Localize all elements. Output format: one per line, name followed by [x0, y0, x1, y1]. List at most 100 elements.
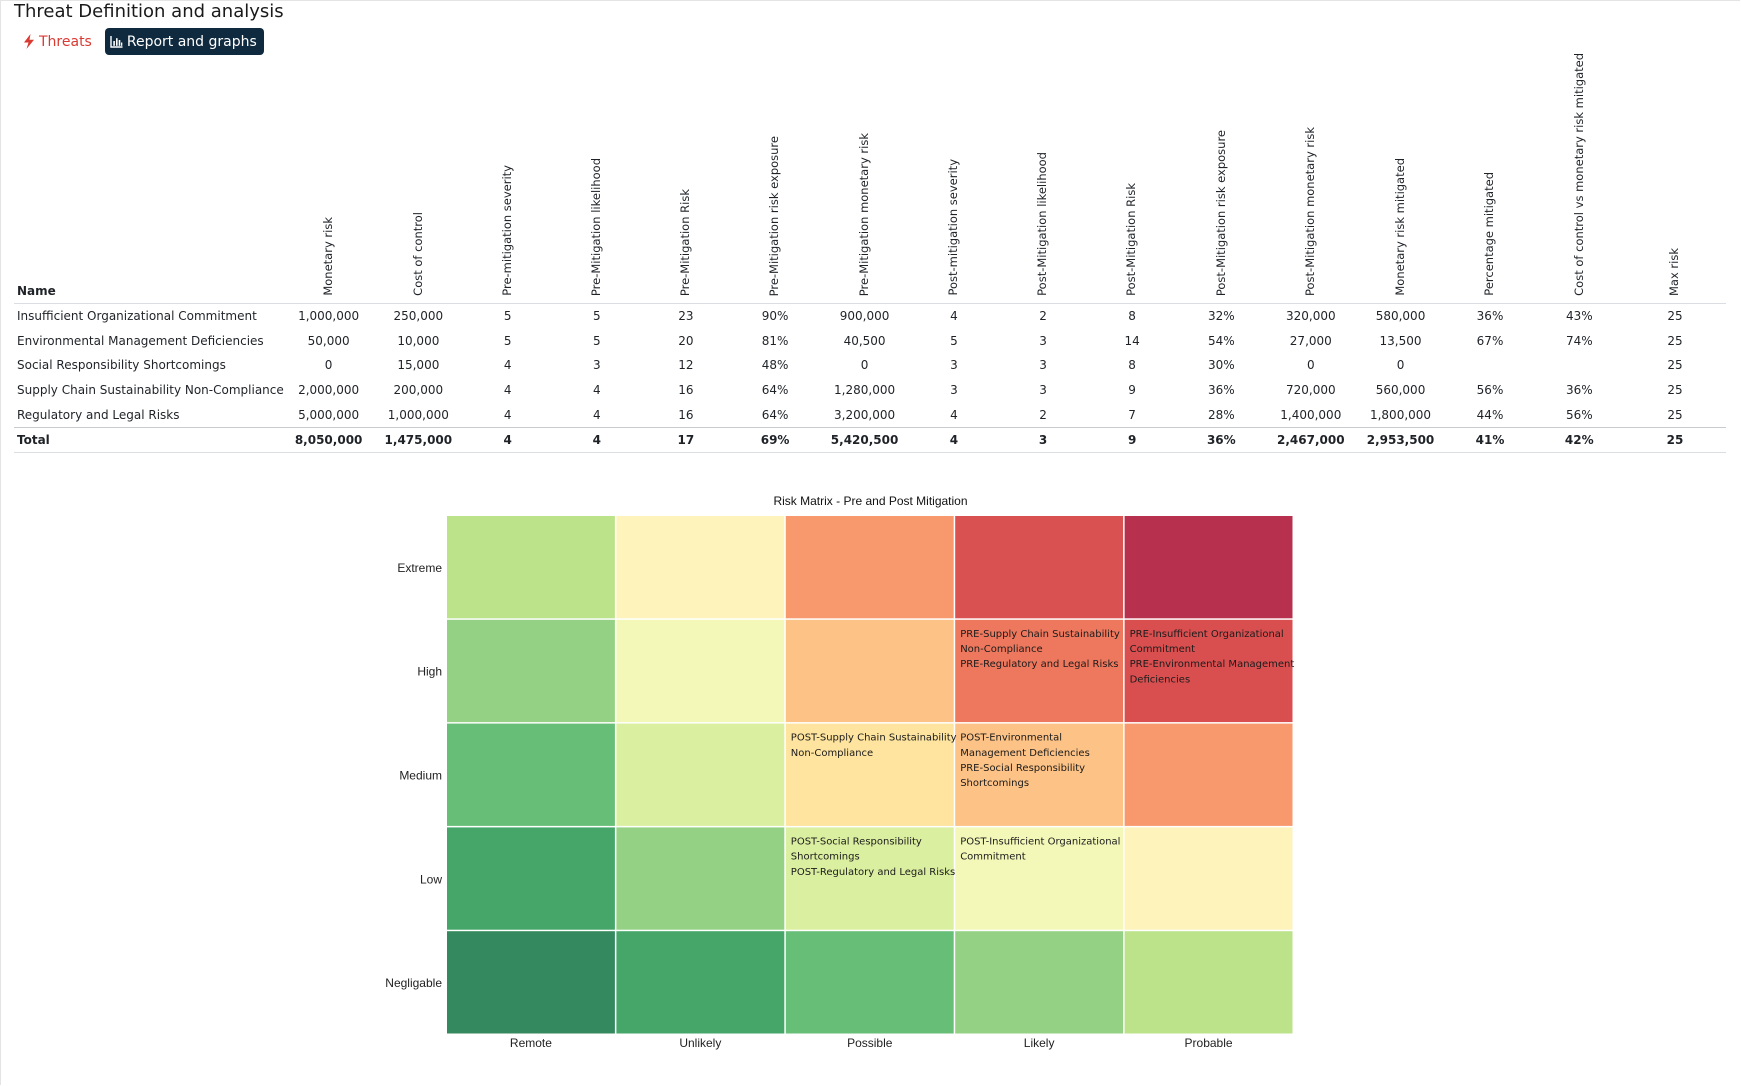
matrix-cell[interactable] [1124, 516, 1293, 619]
x-tick-label: Likely [1024, 1036, 1055, 1050]
page-title: Threat Definition and analysis [14, 1, 284, 22]
matrix-cell[interactable] [1124, 931, 1293, 1034]
table-cell: 3 [592, 358, 601, 373]
matrix-cell[interactable] [955, 827, 1124, 930]
table-cell: 2,467,000 [1277, 432, 1345, 447]
table-cell: 0 [860, 358, 869, 373]
table-cell-name: Insufficient Organizational Commitment [17, 309, 257, 324]
matrix-cell[interactable] [447, 723, 615, 826]
table-cell-name: Regulatory and Legal Risks [17, 407, 180, 422]
matrix-cell[interactable] [616, 723, 785, 826]
table-row[interactable]: Environmental Management Deficiencies 50,… [14, 329, 1726, 354]
table-cell: 1,000,000 [298, 309, 360, 324]
matrix-cell[interactable] [955, 619, 1124, 723]
matrix-annotation-line: POST-Insufficient Organizational [960, 836, 1120, 847]
matrix-cell[interactable] [785, 516, 954, 619]
table-cell: 16 [678, 383, 694, 398]
x-tick-label: Possible [847, 1036, 893, 1050]
matrix-annotation-line: Commitment [960, 852, 1026, 863]
matrix-cell[interactable] [955, 723, 1124, 826]
matrix-annotation-line: Non-Compliance [791, 748, 873, 759]
table-cell: 560,000 [1375, 383, 1426, 398]
matrix-cell[interactable] [1124, 723, 1293, 826]
bar-chart-icon [110, 35, 123, 48]
table-cell: 4 [949, 432, 959, 447]
table-cell: 42% [1564, 432, 1594, 447]
table-cell: 30% [1207, 358, 1235, 373]
table-cell: 90% [761, 309, 789, 324]
matrix-cell[interactable] [1124, 619, 1293, 723]
table-total-row[interactable]: Total 8,050,000 1,475,000 4 4 17 69% 5,420,500 4… [14, 427, 1726, 453]
table-cell: 27,000 [1289, 333, 1332, 348]
table-cell: 67% [1476, 333, 1504, 348]
threat-table: Name Monetary risk Cost of control Pre-m… [14, 40, 1726, 453]
x-tick-label: Unlikely [679, 1036, 721, 1050]
table-cell: 9 [1127, 432, 1137, 447]
table-cell: 250,000 [393, 309, 444, 324]
matrix-annotation-line: POST-Social Responsibility [791, 836, 922, 847]
table-cell: 320,000 [1285, 309, 1336, 324]
table-cell: 25 [1667, 407, 1683, 422]
table-cell: 1,800,000 [1369, 407, 1432, 422]
y-tick-label: Negligable [385, 976, 442, 990]
table-row[interactable]: Regulatory and Legal Risks 5,000,000 1,000… [14, 402, 1726, 427]
matrix-cell[interactable] [1124, 827, 1293, 930]
table-cell: 36% [1207, 383, 1235, 398]
matrix-annotation-line: Shortcomings [791, 852, 860, 863]
matrix-cell[interactable] [616, 516, 785, 619]
table-cell: 3 [950, 383, 958, 398]
tab-report-and-graphs[interactable]: Report and graphs [104, 28, 264, 55]
table-cell: 36% [1565, 383, 1593, 398]
table-cell: 580,000 [1375, 309, 1426, 324]
table-cell: 900,000 [839, 309, 890, 324]
table-cell: 2 [1039, 407, 1047, 422]
matrix-annotation-line: PRE-Regulatory and Legal Risks [960, 659, 1118, 670]
matrix-cell[interactable] [785, 619, 954, 723]
table-cell: 3,200,000 [834, 407, 896, 422]
table-row[interactable]: Supply Chain Sustainability Non-Complian… [14, 378, 1726, 403]
table-cell: 3 [1039, 383, 1047, 398]
table-cell: 4 [503, 432, 512, 447]
matrix-cell[interactable] [616, 931, 785, 1034]
y-tick-label: Extreme [397, 561, 442, 575]
matrix-annotation-line: Shortcomings [960, 778, 1029, 789]
matrix-cell[interactable] [785, 827, 954, 930]
table-cell: 200,000 [393, 383, 444, 398]
table-cell-name: Total [17, 432, 50, 447]
matrix-cell[interactable] [955, 516, 1124, 619]
table-cell: 720,000 [1285, 383, 1336, 398]
table-cell: 1,280,000 [834, 383, 896, 398]
matrix-cell[interactable] [447, 516, 615, 619]
table-cell: 43% [1565, 309, 1593, 324]
matrix-cell[interactable] [785, 723, 954, 826]
y-tick-label: High [417, 665, 442, 679]
matrix-cell[interactable] [955, 931, 1124, 1034]
matrix-cell[interactable] [447, 827, 615, 930]
matrix-annotation-line: POST-Environmental [960, 733, 1062, 744]
matrix-cell[interactable] [447, 619, 615, 723]
table-cell: 28% [1207, 407, 1235, 422]
table-cell: 8 [1128, 358, 1136, 373]
column-header-name[interactable]: Name [17, 284, 56, 298]
matrix-cell[interactable] [785, 931, 954, 1034]
chart-title: Risk Matrix - Pre and Post Mitigation [773, 494, 968, 508]
table-cell: 5,420,500 [830, 432, 899, 447]
tab-threats[interactable]: Threats [18, 28, 99, 55]
matrix-cell[interactable] [616, 619, 785, 723]
table-cell: 56% [1476, 383, 1504, 398]
table-cell: 64% [761, 383, 789, 398]
table-cell-name: Environmental Management Deficiencies [17, 333, 264, 348]
matrix-cell[interactable] [616, 827, 785, 930]
table-row[interactable]: Insufficient Organizational Commitment 1,… [14, 304, 1726, 329]
matrix-annotation-line: PRE-Environmental Management [1130, 659, 1295, 670]
table-cell: 4 [503, 383, 512, 398]
table-cell: 4 [950, 309, 958, 324]
table-row[interactable]: Social Responsibility Shortcomings 0 15,00… [14, 353, 1726, 378]
table-cell: 25 [1667, 383, 1683, 398]
table-cell: 25 [1666, 432, 1684, 447]
table-cell: 5 [503, 309, 512, 324]
table-cell: 5 [503, 333, 512, 348]
table-cell: 10,000 [397, 333, 440, 348]
matrix-cell[interactable] [447, 931, 615, 1034]
table-cell: 25 [1667, 309, 1683, 324]
